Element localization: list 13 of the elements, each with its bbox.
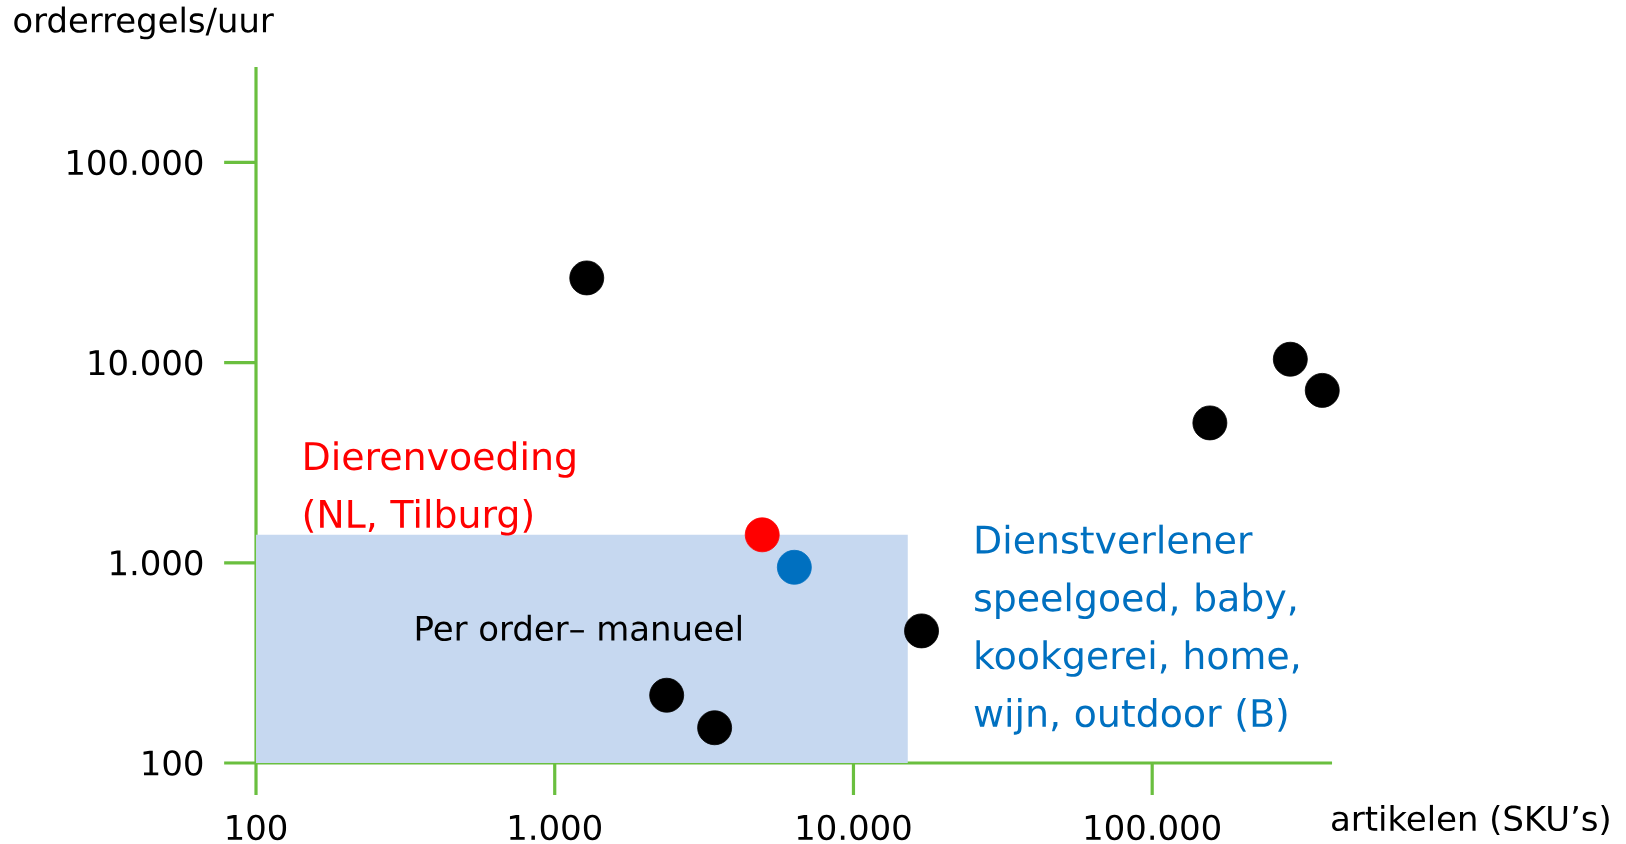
- y-tick-label: 100.000: [68, 149, 203, 176]
- series-label: Per order– manueel: [416, 614, 741, 642]
- y-tick-label: 1.000: [111, 549, 203, 576]
- y-axis-title: orderregels/uur: [14, 6, 274, 40]
- text: Dierenvoeding (NL, Tilburg): [304, 441, 575, 536]
- y-tick-label: 100: [143, 750, 203, 776]
- x-tick-label: 10.000: [797, 814, 911, 841]
- y-tick-label: 10.000: [89, 349, 203, 376]
- x-tick-label: 1.000: [509, 814, 601, 841]
- text: Dienstverlener speelgoed, baby, kookgerei, home, wijn, outdoor (B): [974, 524, 1299, 735]
- x-tick-label: 100.000: [1085, 814, 1220, 841]
- x-tick-label: 100: [227, 814, 287, 841]
- x-axis-title: artikelen (SKU’s): [1332, 804, 1609, 836]
